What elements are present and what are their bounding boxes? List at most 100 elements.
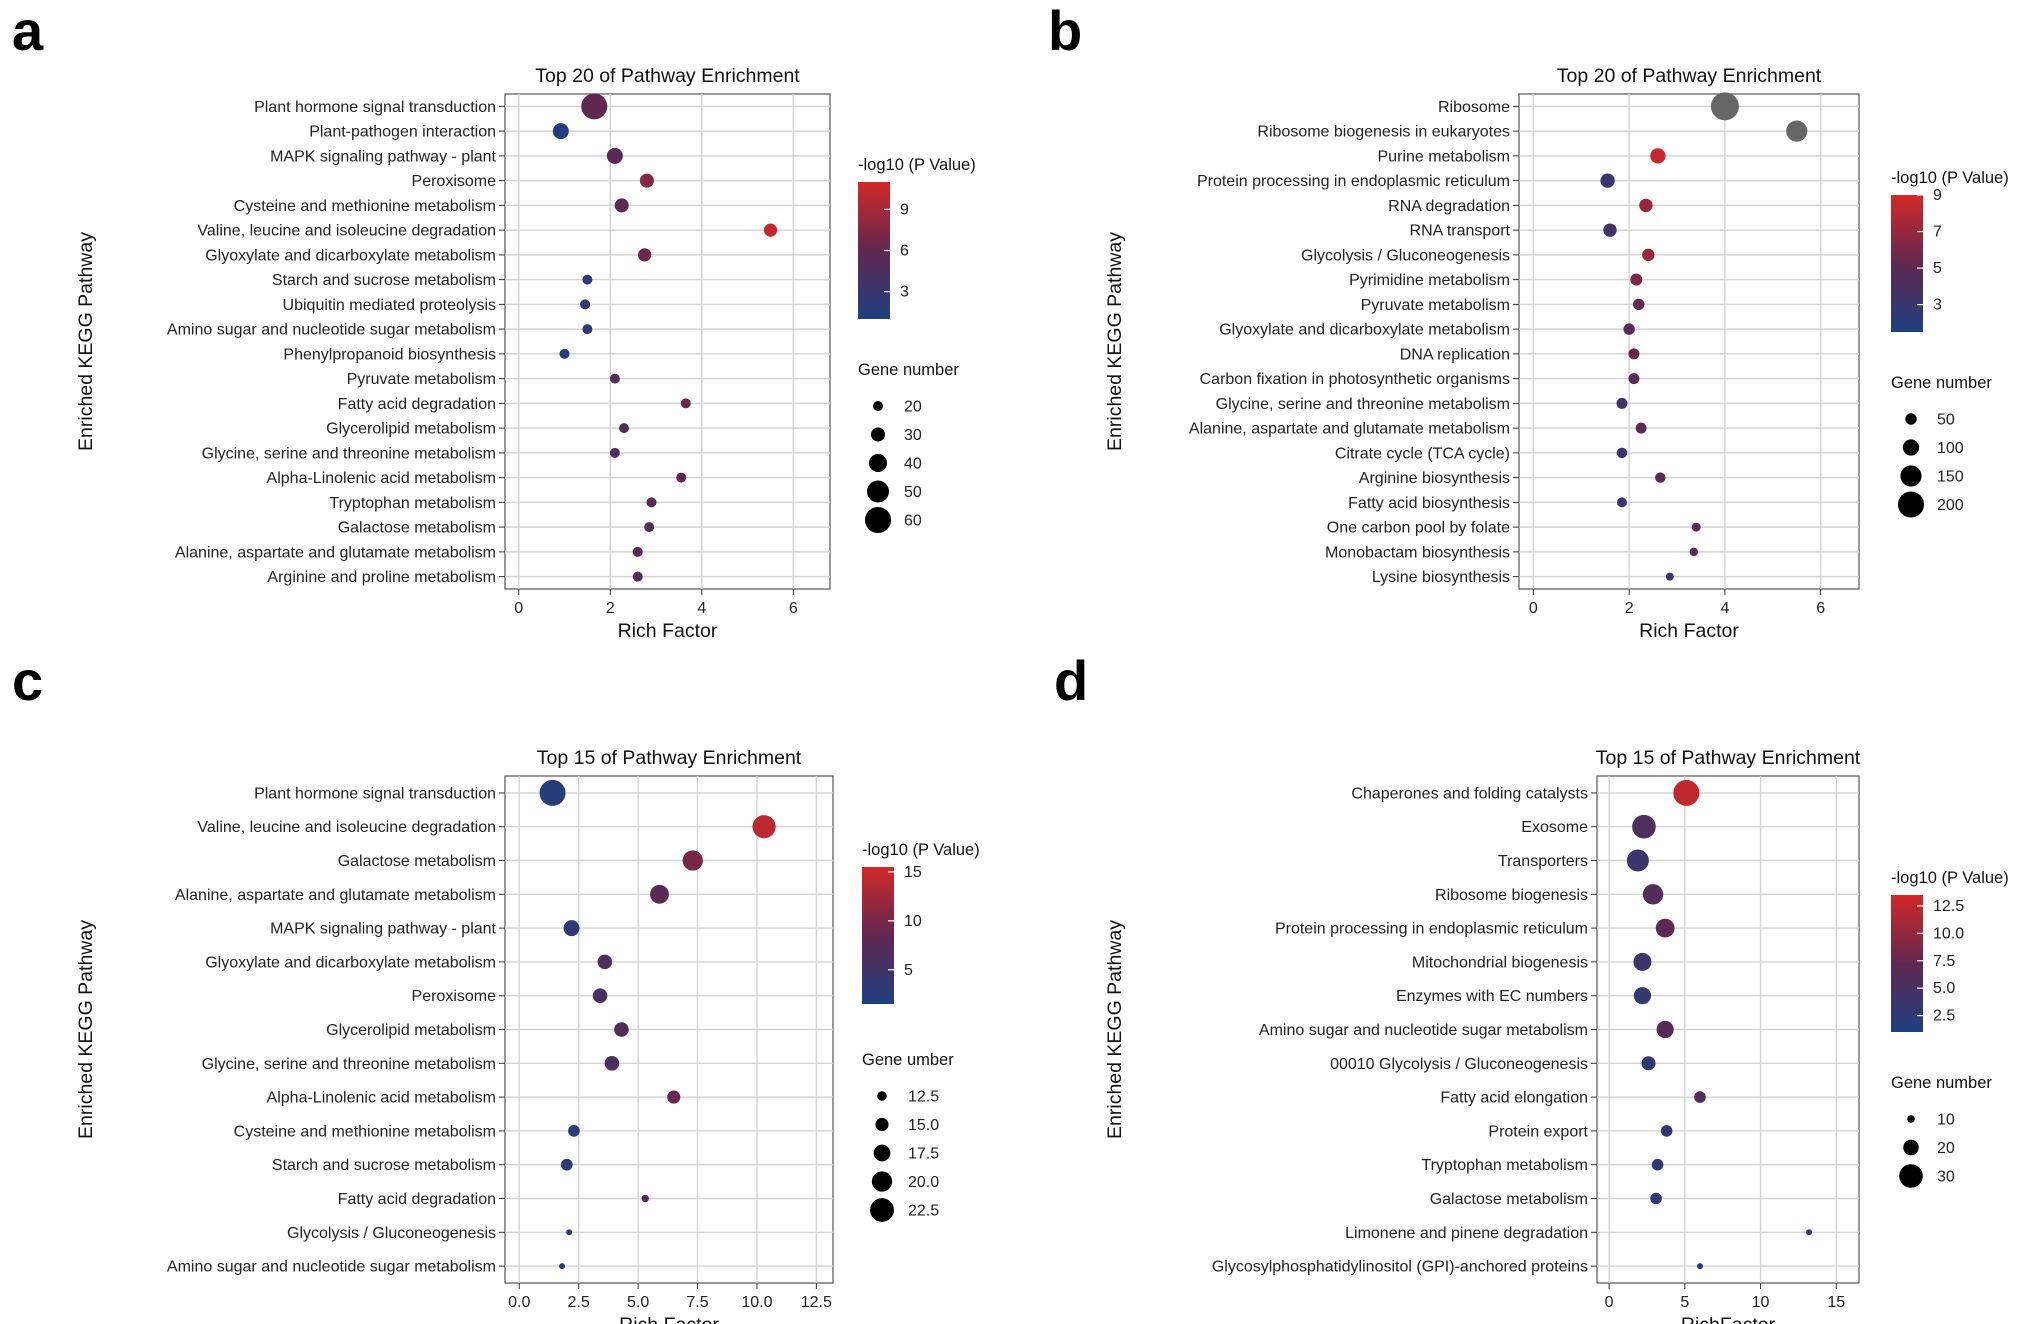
y-tick-label: Alanine, aspartate and glutamate metabol…	[1189, 421, 1510, 438]
y-tick-label: Glyoxylate and dicarboxylate metabolism	[1219, 322, 1510, 339]
x-axis-label: Rich Factor	[618, 620, 718, 642]
data-point	[609, 373, 620, 384]
x-tick-label: 4	[697, 600, 706, 617]
panel-label: d	[1054, 649, 1088, 712]
color-bar-tick-label: 9	[1933, 187, 1942, 204]
data-point	[1633, 952, 1652, 971]
data-point	[582, 324, 593, 335]
data-point	[632, 571, 643, 582]
y-axis-label: Enriched KEGG Pathway	[1104, 920, 1126, 1139]
y-tick-label: Lysine biosynthesis	[1372, 569, 1510, 586]
size-legend-dot	[1902, 439, 1920, 456]
data-point	[614, 1022, 629, 1037]
x-tick-label: 5.0	[627, 1294, 649, 1311]
panel-label: b	[1048, 0, 1082, 62]
size-legend-title: Gene number	[1891, 374, 1992, 392]
data-point	[1673, 779, 1700, 806]
plot-area	[1518, 93, 1860, 590]
x-tick-label: 4	[1720, 600, 1729, 617]
color-bar-tick-label: 10.0	[1933, 925, 1964, 942]
y-tick-label: Arginine and proline metabolism	[267, 569, 496, 586]
color-legend-title: -log10 (P Value)	[858, 156, 976, 174]
chart-title: Top 20 of Pathway Enrichment	[535, 65, 800, 87]
size-legend-label: 15.0	[908, 1117, 939, 1134]
data-point	[1616, 497, 1627, 508]
y-tick-label: Plant hormone signal transduction	[254, 785, 496, 802]
y-tick-label: Arginine biosynthesis	[1359, 470, 1510, 487]
y-tick-label: Peroxisome	[412, 173, 497, 190]
y-tick-label: 00010 Glycolysis / Gluconeogenesis	[1330, 1056, 1588, 1073]
x-tick-label: 6	[789, 600, 798, 617]
data-point	[1626, 849, 1649, 872]
y-tick-label: Cysteine and methionine metabolism	[234, 198, 496, 215]
color-legend-title: -log10 (P Value)	[1891, 169, 2009, 187]
data-point	[614, 198, 629, 213]
data-point	[1806, 1229, 1813, 1236]
y-tick-label: Ribosome biogenesis in eukaryotes	[1257, 124, 1510, 141]
color-bar-tick-label: 6	[900, 243, 909, 260]
data-point	[1655, 472, 1666, 483]
data-point	[566, 1229, 573, 1236]
data-point	[582, 274, 593, 285]
data-point	[752, 815, 776, 839]
y-tick-label: Glycine, serine and threonine metabolism	[202, 1056, 496, 1073]
data-point	[1616, 447, 1628, 459]
data-point	[559, 1263, 566, 1270]
y-tick-label: Purine metabolism	[1378, 148, 1511, 165]
y-tick-label: Exosome	[1521, 819, 1588, 836]
data-point	[1651, 1158, 1664, 1171]
y-tick-label: Plant-pathogen interaction	[309, 124, 496, 141]
y-tick-label: Amino sugar and nucleotide sugar metabol…	[167, 1259, 496, 1276]
data-point	[1786, 120, 1808, 142]
color-bar-tick-label: 7	[1933, 224, 1942, 241]
data-point	[1656, 1020, 1674, 1039]
data-point	[1630, 273, 1643, 286]
color-bar-tick-label: 15	[904, 864, 922, 881]
data-point	[539, 779, 566, 806]
y-tick-label: Galactose metabolism	[338, 853, 496, 870]
y-tick-label: RNA degradation	[1388, 198, 1510, 215]
data-point	[1642, 884, 1664, 905]
y-tick-label: DNA replication	[1400, 346, 1510, 363]
color-bar-tick-label: 10	[904, 913, 922, 930]
y-tick-label: Amino sugar and nucleotide sugar metabol…	[167, 322, 496, 339]
y-tick-label: Fatty acid degradation	[338, 1191, 496, 1208]
data-point	[609, 447, 620, 458]
y-tick-label: Ribosome biogenesis	[1435, 887, 1588, 904]
y-tick-label: Fatty acid elongation	[1440, 1090, 1588, 1107]
data-point	[1639, 198, 1653, 213]
color-bar	[862, 867, 894, 1004]
data-point	[592, 988, 608, 1003]
color-bar	[1891, 895, 1923, 1032]
data-point	[1603, 223, 1617, 237]
y-tick-label: MAPK signaling pathway - plant	[270, 921, 496, 938]
y-tick-label: Fatty acid degradation	[338, 396, 496, 413]
data-point	[1628, 373, 1640, 385]
size-legend-dot	[875, 1117, 889, 1132]
color-legend-title: -log10 (P Value)	[862, 841, 980, 859]
panel-label: a	[12, 0, 44, 62]
size-legend-label: 22.5	[908, 1203, 939, 1220]
x-tick-label: 2	[1625, 600, 1634, 617]
data-point	[1633, 987, 1652, 1005]
x-tick-label: 10	[1752, 1294, 1770, 1311]
data-point	[1650, 148, 1666, 164]
x-axis-label: Rich Factor	[1639, 620, 1739, 642]
y-tick-label: Glycine, serine and threonine metabolism	[1216, 396, 1510, 413]
data-point	[1635, 422, 1647, 434]
y-tick-label: Alanine, aspartate and glutamate metabol…	[175, 887, 496, 904]
size-legend-label: 30	[1937, 1169, 1955, 1186]
y-tick-label: Glycosylphosphatidylinositol (GPI)-ancho…	[1212, 1259, 1588, 1276]
y-tick-label: Valine, leucine and isoleucine degradati…	[197, 819, 496, 836]
y-tick-label: Alanine, aspartate and glutamate metabol…	[175, 544, 496, 561]
x-tick-label: 6	[1816, 600, 1825, 617]
y-tick-label: Transporters	[1498, 853, 1588, 870]
y-tick-label: Cysteine and methionine metabolism	[234, 1123, 496, 1140]
data-point	[1691, 522, 1701, 532]
data-point	[632, 546, 643, 557]
y-tick-label: Pyrimidine metabolism	[1349, 272, 1510, 289]
panel-label: c	[12, 649, 43, 712]
y-tick-label: Tryptophan metabolism	[1421, 1157, 1588, 1174]
x-tick-label: 0	[1529, 600, 1538, 617]
